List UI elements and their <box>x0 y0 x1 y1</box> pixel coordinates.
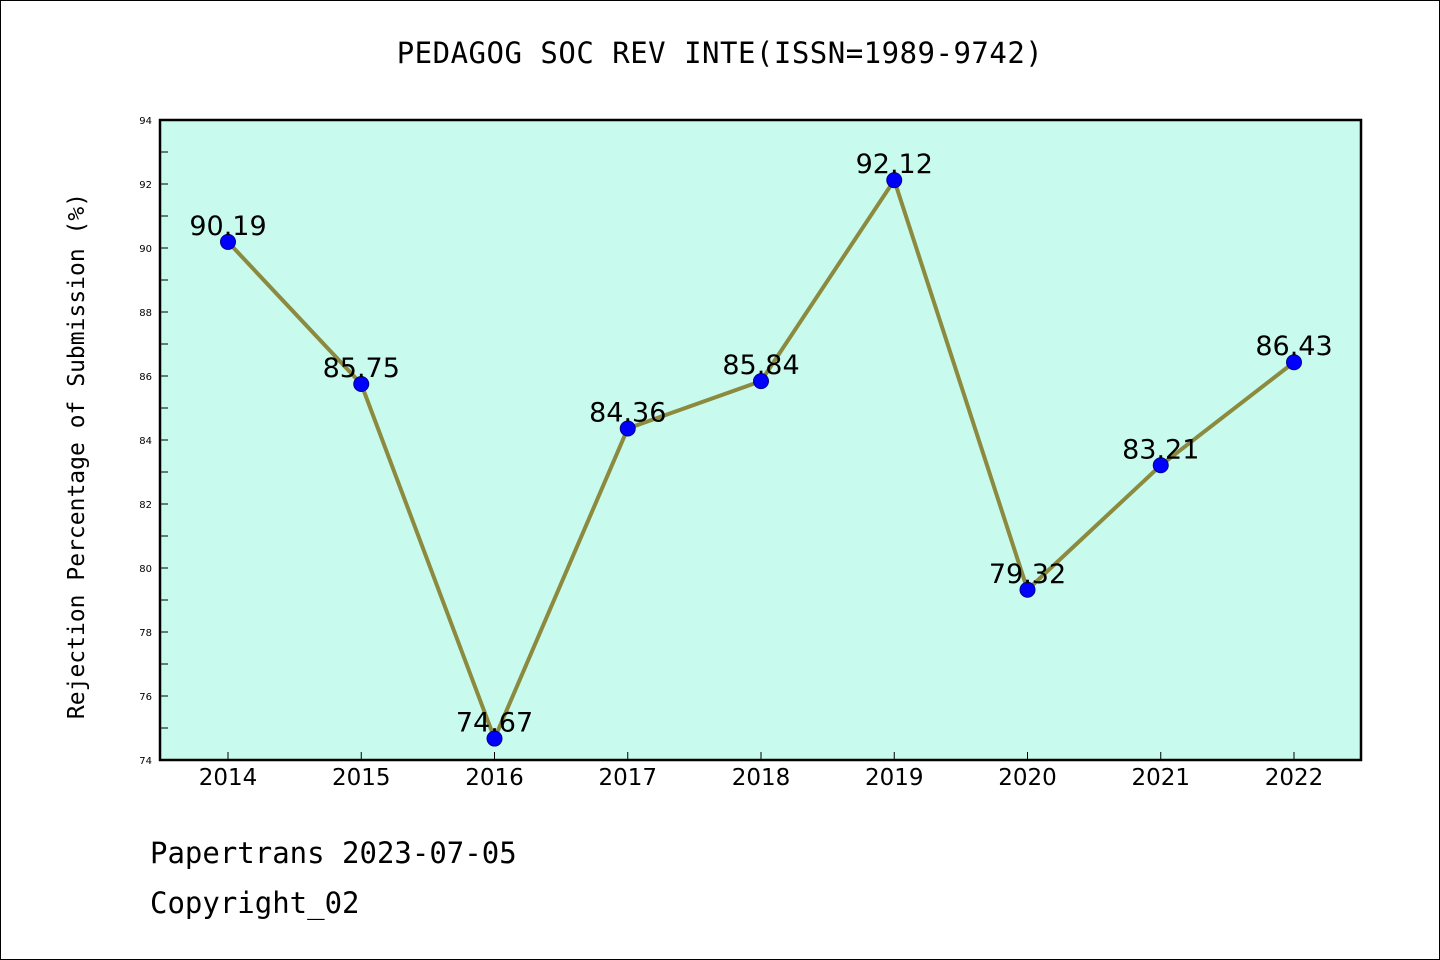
x-tick-label: 2018 <box>732 765 791 791</box>
footer-copyright: Copyright_02 <box>150 886 360 920</box>
plot-area <box>160 120 1361 760</box>
data-label-layer: 90.19 85.75 74.67 84.36 85.84 92.12 79.32 83.21… <box>189 149 1332 738</box>
data-point <box>486 730 503 747</box>
x-axis: 2014 2015 2016 2017 2018 2019 2020 2021 2022 <box>199 752 1324 791</box>
x-tick-label: 2016 <box>465 765 524 791</box>
y-axis-label: Rejection Percentage of Submission (%) <box>64 193 90 719</box>
data-point <box>353 376 370 392</box>
data-label: 92.12 <box>856 149 933 180</box>
y-tick-label: 92 <box>139 180 152 191</box>
data-point <box>753 373 769 390</box>
data-point <box>1019 581 1036 598</box>
data-label: 79.32 <box>989 559 1066 590</box>
data-label: 84.36 <box>589 397 666 428</box>
data-label: 85.84 <box>722 350 799 381</box>
x-tick-label: 2017 <box>598 765 657 791</box>
y-tick-label: 74 <box>139 756 152 767</box>
marker-layer <box>220 172 1302 747</box>
data-label: 85.75 <box>323 353 400 384</box>
data-point <box>1286 354 1302 371</box>
data-label: 90.19 <box>189 211 266 242</box>
y-tick-label: 88 <box>139 308 152 319</box>
footer-date: Papertrans 2023-07-05 <box>150 836 517 870</box>
data-point <box>886 172 903 189</box>
data-point <box>220 233 236 250</box>
y-tick-label: 90 <box>139 244 152 255</box>
y-tick-label: 86 <box>139 372 152 383</box>
x-tick-label: 2020 <box>998 765 1057 791</box>
y-tick-label: 84 <box>139 436 152 447</box>
data-point <box>1152 457 1169 474</box>
chart-title: PEDAGOG SOC REV INTE(ISSN=1989-9742) <box>396 36 1044 70</box>
x-tick-label: 2015 <box>332 765 391 791</box>
y-tick-label: 94 <box>139 116 152 127</box>
data-label: 83.21 <box>1122 434 1199 465</box>
y-tick-label: 80 <box>139 564 152 575</box>
y-tick-label: 76 <box>139 692 152 703</box>
y-tick-label: 78 <box>139 628 152 639</box>
x-tick-label: 2021 <box>1131 765 1190 791</box>
plot-border <box>158 118 1363 762</box>
x-tick-label: 2022 <box>1265 765 1324 791</box>
data-label: 74.67 <box>456 708 533 739</box>
y-tick-label: 82 <box>139 500 152 511</box>
x-tick-label: 2014 <box>199 765 258 791</box>
data-label: 86.43 <box>1255 331 1332 362</box>
data-point <box>619 420 636 437</box>
x-tick-label: 2019 <box>865 765 924 791</box>
